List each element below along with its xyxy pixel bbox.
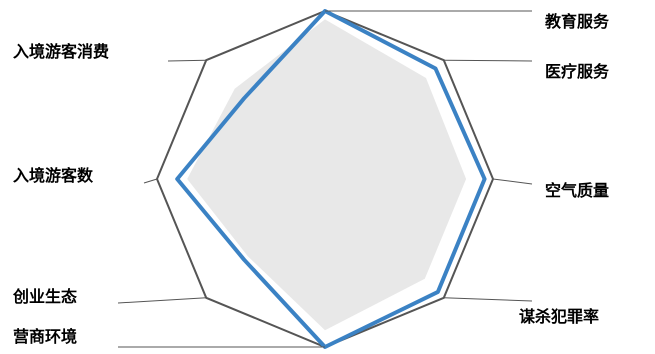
axis-label: 空气质量 [545, 181, 609, 200]
axis-label: 入境游客数 [13, 166, 94, 185]
leader-line [443, 59, 533, 62]
axis-label: 营商环境 [13, 327, 77, 346]
radar-series [175, 9, 487, 349]
leader-line [167, 59, 207, 62]
axis-label: 入境游客消费 [13, 42, 109, 61]
axis-label: 创业生态 [12, 287, 77, 306]
leader-line [443, 297, 533, 302]
series-1-area [187, 19, 467, 331]
leader-line [492, 178, 533, 185]
leader-line [143, 178, 158, 184]
leader-line [117, 297, 207, 304]
axis-label: 医疗服务 [545, 62, 610, 81]
axis-label: 谋杀犯罪率 [519, 307, 599, 326]
axis-label: 教育服务 [545, 12, 610, 31]
